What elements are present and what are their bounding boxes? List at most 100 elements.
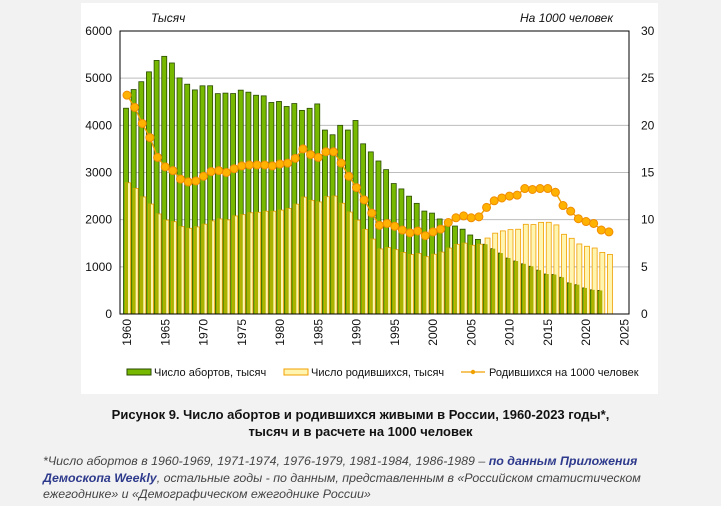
overlap-mark bbox=[125, 182, 128, 314]
overlap-mark bbox=[576, 284, 580, 314]
left-tick-label: 4000 bbox=[85, 118, 112, 132]
birth-rate-point bbox=[604, 227, 614, 237]
overlap-mark bbox=[469, 245, 473, 314]
overlap-mark bbox=[209, 220, 213, 314]
source-link[interactable]: по данным Приложения Демоскопа Weekly bbox=[43, 454, 638, 485]
overlap-mark bbox=[377, 248, 381, 314]
birth-rate-point bbox=[160, 162, 170, 172]
overlap-mark bbox=[561, 277, 565, 314]
x-tick-label: 2000 bbox=[426, 319, 440, 346]
birth-rate-point bbox=[390, 221, 400, 231]
birth-rate-point bbox=[527, 184, 537, 194]
legend-label-rate: Родившихся на 1000 человек bbox=[489, 367, 639, 379]
overlap-mark bbox=[370, 239, 373, 314]
x-tick-label: 2025 bbox=[617, 319, 631, 346]
birth-rate-point bbox=[153, 152, 163, 162]
birth-rate-point bbox=[482, 202, 492, 212]
legend-label-births: Число родившихся, тысяч bbox=[311, 367, 444, 379]
right-tick-label: 0 bbox=[641, 307, 648, 321]
birth-rate-point bbox=[573, 214, 583, 224]
overlap-mark bbox=[217, 218, 220, 314]
birth-rate-point bbox=[214, 166, 224, 176]
right-axis-ticks: 0 5 10 15 20 25 30 bbox=[641, 24, 655, 321]
birth-rate-point bbox=[550, 187, 560, 197]
birth-rate-point bbox=[359, 195, 369, 205]
birth-rate-point bbox=[199, 171, 208, 181]
birth-rate-point bbox=[466, 213, 476, 223]
overlap-mark bbox=[446, 248, 450, 314]
left-tick-label: 5000 bbox=[85, 71, 112, 85]
birth-rate-point bbox=[397, 225, 407, 235]
birth-rate-point bbox=[459, 211, 469, 221]
overlap-mark bbox=[347, 212, 350, 314]
footnote: *Число абортов в 1960-1969, 1971-1974, 1… bbox=[43, 453, 703, 503]
overlap-mark bbox=[263, 211, 266, 314]
overlap-mark bbox=[599, 290, 603, 314]
overlap-mark bbox=[462, 243, 465, 314]
birth-rate-point bbox=[260, 160, 270, 170]
left-tick-label: 6000 bbox=[85, 24, 112, 38]
overlap-mark bbox=[508, 258, 511, 314]
overlap-mark bbox=[202, 224, 205, 314]
birth-rate-point bbox=[512, 190, 522, 200]
right-tick-label: 10 bbox=[641, 213, 655, 227]
birth-rate-point bbox=[405, 228, 415, 238]
legend-swatch-abortions bbox=[126, 368, 152, 376]
birth-rate-point bbox=[558, 201, 568, 211]
birth-rate-point bbox=[283, 158, 293, 168]
births-bar bbox=[607, 253, 613, 315]
overlap-mark bbox=[423, 256, 427, 314]
left-tick-label: 3000 bbox=[85, 166, 112, 180]
overlap-mark bbox=[140, 196, 144, 314]
birth-rate-point bbox=[206, 167, 216, 177]
birth-rate-point bbox=[275, 159, 285, 169]
birth-rate-point bbox=[589, 218, 599, 228]
birth-rate-line bbox=[122, 90, 614, 241]
overlap-mark bbox=[247, 212, 251, 314]
birth-rate-point bbox=[581, 217, 591, 227]
birth-rate-point bbox=[428, 227, 438, 237]
left-tick-label: 1000 bbox=[85, 260, 112, 274]
footnote-text-2: , остальные годы - по данным, представле… bbox=[43, 470, 641, 502]
overlap-mark bbox=[500, 253, 503, 314]
birth-rate-point bbox=[543, 184, 553, 194]
overlap-mark bbox=[278, 210, 281, 314]
right-tick-label: 25 bbox=[641, 71, 655, 85]
overlap-mark bbox=[186, 228, 190, 314]
birth-rate-point bbox=[336, 158, 346, 168]
right-tick-label: 15 bbox=[641, 166, 655, 180]
overlap-mark bbox=[316, 201, 320, 314]
birth-rate-point bbox=[344, 171, 354, 181]
overlap-mark bbox=[332, 196, 335, 314]
overlap-mark bbox=[194, 226, 197, 314]
birth-rate-point bbox=[244, 160, 254, 170]
overlap-mark bbox=[286, 208, 289, 314]
left-tick-label: 2000 bbox=[85, 213, 112, 227]
birth-rate-point bbox=[474, 212, 484, 222]
birth-rate-point bbox=[267, 161, 277, 171]
birth-rate-point bbox=[505, 191, 514, 201]
birth-rate-point bbox=[451, 213, 461, 223]
x-tick-label: 1970 bbox=[197, 319, 211, 346]
overlap-mark bbox=[492, 248, 496, 314]
x-tick-label: 2020 bbox=[579, 319, 593, 346]
overlap-mark bbox=[255, 212, 259, 314]
x-tick-label: 1980 bbox=[273, 319, 287, 346]
overlap-mark bbox=[293, 204, 297, 314]
birth-rate-point bbox=[290, 153, 300, 163]
x-tick-label: 2010 bbox=[503, 319, 517, 346]
right-tick-label: 20 bbox=[641, 118, 655, 132]
right-tick-label: 5 bbox=[641, 260, 648, 274]
birth-rate-point bbox=[176, 174, 186, 184]
overlap-mark bbox=[385, 247, 389, 314]
overlap-mark bbox=[530, 266, 534, 314]
birth-rate-point bbox=[183, 177, 193, 187]
x-tick-label: 1975 bbox=[235, 319, 249, 346]
overlap-mark bbox=[584, 287, 587, 314]
birth-rate-point bbox=[420, 231, 430, 241]
birth-rate-point bbox=[145, 133, 155, 143]
birth-rate-point bbox=[520, 184, 530, 194]
birth-rate-point bbox=[413, 226, 423, 236]
x-tick-label: 2005 bbox=[464, 319, 478, 346]
birth-rate-point bbox=[596, 225, 606, 235]
